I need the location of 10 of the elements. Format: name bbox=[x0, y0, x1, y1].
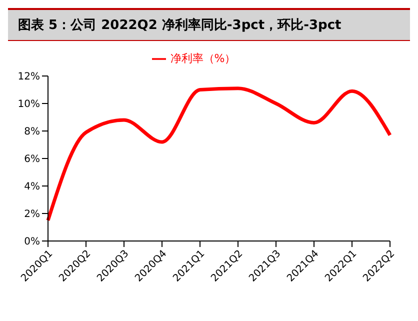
y-tick-label: 8% bbox=[24, 126, 40, 138]
line-series bbox=[46, 86, 392, 222]
y-tick-label: 10% bbox=[18, 99, 40, 110]
legend-label: 净利率（%） bbox=[170, 52, 236, 65]
y-tick-label: 0% bbox=[24, 236, 40, 248]
y-tick-label: 4% bbox=[24, 182, 40, 193]
chart-title: 图表 5：公司 2022Q2 净利率同比-3pct，环比-3pct bbox=[8, 8, 410, 41]
y-tick-label: 6% bbox=[24, 154, 40, 166]
y-tick-label: 2% bbox=[24, 209, 40, 220]
y-tick-label: 12% bbox=[18, 72, 40, 83]
